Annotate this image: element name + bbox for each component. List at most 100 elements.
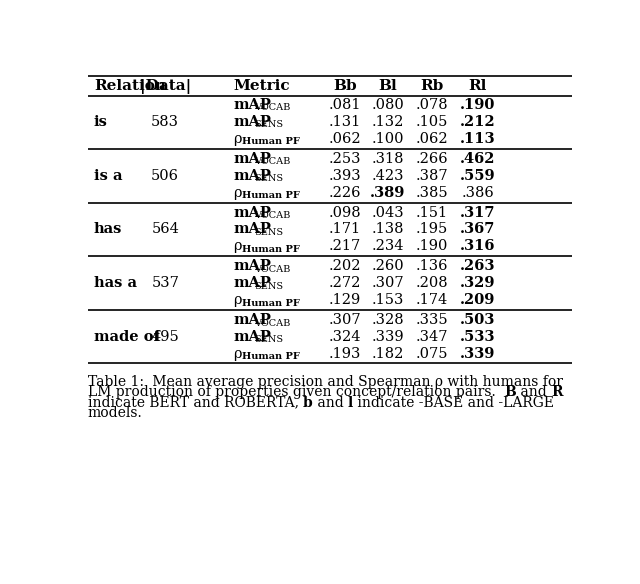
Text: and: and	[313, 396, 348, 410]
Text: .195: .195	[416, 223, 448, 237]
Text: .190: .190	[460, 98, 495, 112]
Text: and: and	[516, 385, 551, 399]
Text: SENS: SENS	[254, 281, 284, 291]
Text: SENS: SENS	[254, 335, 284, 345]
Text: mAP: mAP	[234, 314, 271, 327]
Text: is a: is a	[94, 169, 122, 183]
Text: .317: .317	[460, 206, 495, 220]
Text: .193: .193	[329, 347, 361, 361]
Text: has a: has a	[94, 276, 137, 290]
Text: l: l	[348, 396, 353, 410]
Text: .389: .389	[370, 186, 405, 200]
Text: VOCAB: VOCAB	[254, 211, 291, 220]
Text: Metric: Metric	[234, 79, 290, 93]
Text: .462: .462	[460, 152, 495, 166]
Text: ρ: ρ	[234, 131, 242, 145]
Text: Human PF: Human PF	[242, 245, 300, 253]
Text: b: b	[303, 396, 313, 410]
Text: .386: .386	[461, 186, 494, 200]
Text: .272: .272	[329, 276, 361, 290]
Text: VOCAB: VOCAB	[254, 103, 291, 112]
Text: .129: .129	[329, 293, 361, 307]
Text: .328: .328	[371, 314, 404, 327]
Text: models.: models.	[88, 406, 143, 420]
Text: .078: .078	[415, 98, 448, 112]
Text: .393: .393	[329, 169, 362, 183]
Text: .217: .217	[329, 239, 361, 253]
Text: 537: 537	[151, 276, 179, 290]
Text: mAP: mAP	[234, 259, 271, 273]
Text: .151: .151	[416, 206, 448, 220]
Text: .335: .335	[415, 314, 448, 327]
Text: Rl: Rl	[468, 79, 487, 93]
Text: R: R	[551, 385, 563, 399]
Text: VOCAB: VOCAB	[254, 265, 291, 274]
Text: .136: .136	[415, 259, 448, 273]
Text: indicate BERT and ROBERTA,: indicate BERT and ROBERTA,	[88, 396, 303, 410]
Text: .316: .316	[460, 239, 495, 253]
Text: VOCAB: VOCAB	[254, 157, 291, 166]
Text: Human PF: Human PF	[242, 298, 300, 308]
Text: mAP: mAP	[234, 98, 271, 112]
Text: SENS: SENS	[254, 228, 284, 237]
Text: .329: .329	[460, 276, 495, 290]
Text: .105: .105	[415, 114, 448, 128]
Text: 495: 495	[152, 331, 179, 345]
Text: mAP: mAP	[234, 169, 271, 183]
Text: .182: .182	[371, 347, 404, 361]
Text: .307: .307	[371, 276, 404, 290]
Text: .131: .131	[329, 114, 361, 128]
Text: .153: .153	[371, 293, 404, 307]
Text: .307: .307	[329, 314, 362, 327]
Text: .080: .080	[371, 98, 404, 112]
Text: .043: .043	[371, 206, 404, 220]
Text: mAP: mAP	[234, 223, 271, 237]
Text: .098: .098	[329, 206, 362, 220]
Text: .533: .533	[460, 331, 495, 345]
Text: .174: .174	[416, 293, 448, 307]
Text: LM production of properties given concept/relation pairs.: LM production of properties given concep…	[88, 385, 504, 399]
Text: SENS: SENS	[254, 174, 284, 183]
Text: mAP: mAP	[234, 152, 271, 166]
Text: Bl: Bl	[378, 79, 397, 93]
Text: .113: .113	[460, 131, 495, 145]
Text: .062: .062	[329, 131, 362, 145]
Text: .202: .202	[329, 259, 362, 273]
Text: .226: .226	[329, 186, 362, 200]
Text: .075: .075	[415, 347, 448, 361]
Text: .100: .100	[371, 131, 404, 145]
Text: ρ: ρ	[234, 239, 242, 253]
Text: ρ: ρ	[234, 186, 242, 200]
Text: 564: 564	[151, 223, 179, 237]
Text: indicate -BASE and -LARGE: indicate -BASE and -LARGE	[353, 396, 554, 410]
Text: .260: .260	[371, 259, 404, 273]
Text: .132: .132	[371, 114, 404, 128]
Text: .387: .387	[415, 169, 448, 183]
Text: |Data|: |Data|	[140, 79, 191, 94]
Text: .266: .266	[415, 152, 448, 166]
Text: .423: .423	[371, 169, 404, 183]
Text: is: is	[94, 114, 108, 128]
Text: .263: .263	[460, 259, 495, 273]
Text: .324: .324	[329, 331, 362, 345]
Text: .190: .190	[415, 239, 448, 253]
Text: .318: .318	[371, 152, 404, 166]
Text: Table 1:: Table 1:	[88, 375, 148, 389]
Text: VOCAB: VOCAB	[254, 318, 291, 328]
Text: 583: 583	[151, 114, 179, 128]
Text: .171: .171	[329, 223, 361, 237]
Text: ρ: ρ	[234, 347, 242, 361]
Text: .062: .062	[415, 131, 448, 145]
Text: .138: .138	[371, 223, 404, 237]
Text: Relation: Relation	[94, 79, 166, 93]
Text: Bb: Bb	[333, 79, 357, 93]
Text: .208: .208	[415, 276, 448, 290]
Text: B: B	[504, 385, 516, 399]
Text: 506: 506	[151, 169, 179, 183]
Text: .503: .503	[460, 314, 495, 327]
Text: .339: .339	[371, 331, 404, 345]
Text: made of: made of	[94, 331, 160, 345]
Text: Human PF: Human PF	[242, 352, 300, 361]
Text: Human PF: Human PF	[242, 137, 300, 146]
Text: .212: .212	[460, 114, 495, 128]
